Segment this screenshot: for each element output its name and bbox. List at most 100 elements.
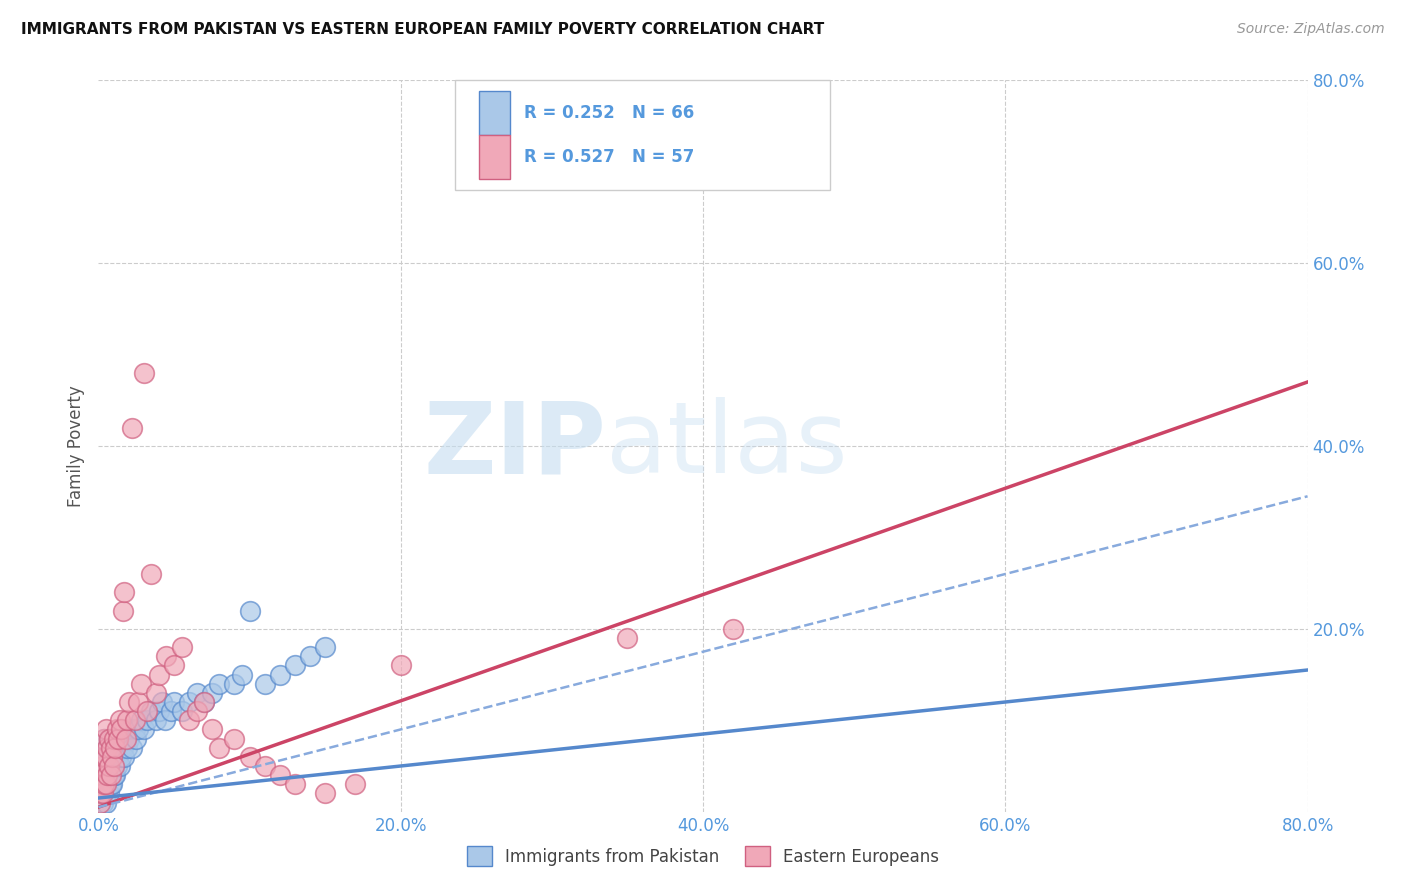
- Point: [253, 759, 276, 773]
- Point: [121, 421, 143, 435]
- Y-axis label: Family Poverty: Family Poverty: [66, 385, 84, 507]
- Text: Source: ZipAtlas.com: Source: ZipAtlas.com: [1237, 22, 1385, 37]
- Point: [314, 640, 336, 655]
- Point: [121, 740, 143, 755]
- Point: [344, 777, 367, 791]
- Point: [100, 731, 122, 746]
- Point: [100, 768, 122, 782]
- Point: [94, 749, 117, 764]
- Point: [389, 658, 412, 673]
- Point: [127, 723, 149, 737]
- Point: [91, 759, 114, 773]
- Point: [193, 695, 215, 709]
- Point: [314, 787, 336, 801]
- Point: [129, 714, 152, 728]
- Point: [224, 731, 246, 746]
- Point: [114, 731, 136, 746]
- Point: [110, 749, 132, 764]
- Point: [100, 777, 122, 791]
- Point: [163, 695, 186, 709]
- Point: [132, 723, 155, 737]
- Point: [104, 768, 127, 782]
- Point: [201, 723, 224, 737]
- Point: [239, 749, 262, 764]
- Point: [124, 714, 146, 728]
- Point: [145, 714, 167, 728]
- Point: [105, 759, 128, 773]
- Point: [108, 759, 131, 773]
- Point: [118, 695, 141, 709]
- Point: [91, 749, 114, 764]
- Point: [284, 777, 307, 791]
- Point: [107, 731, 129, 746]
- Point: [148, 704, 170, 718]
- Point: [186, 704, 208, 718]
- Point: [129, 676, 152, 690]
- Point: [98, 759, 121, 773]
- Point: [93, 749, 115, 764]
- Point: [98, 731, 121, 746]
- Text: R = 0.527   N = 57: R = 0.527 N = 57: [524, 148, 695, 166]
- Point: [239, 603, 262, 617]
- Point: [115, 740, 138, 755]
- Point: [153, 714, 176, 728]
- Point: [94, 759, 117, 773]
- Point: [89, 787, 111, 801]
- Point: [155, 649, 177, 664]
- Point: [111, 740, 134, 755]
- Point: [186, 686, 208, 700]
- Point: [170, 704, 193, 718]
- Point: [96, 740, 118, 755]
- Point: [125, 731, 148, 746]
- Legend: Immigrants from Pakistan, Eastern Europeans: Immigrants from Pakistan, Eastern Europe…: [460, 839, 946, 873]
- Point: [616, 631, 638, 645]
- Point: [105, 723, 128, 737]
- Point: [148, 667, 170, 681]
- Point: [127, 695, 149, 709]
- Point: [179, 714, 201, 728]
- Point: [132, 366, 155, 380]
- Point: [124, 723, 146, 737]
- Point: [179, 695, 201, 709]
- Point: [111, 603, 134, 617]
- Point: [91, 787, 114, 801]
- Point: [103, 740, 125, 755]
- Point: [93, 777, 115, 791]
- Point: [96, 768, 118, 782]
- Point: [93, 749, 115, 764]
- Point: [224, 676, 246, 690]
- Point: [110, 723, 132, 737]
- Point: [299, 649, 322, 664]
- Point: [96, 768, 118, 782]
- Point: [100, 759, 122, 773]
- Point: [208, 676, 231, 690]
- Text: atlas: atlas: [606, 398, 848, 494]
- Point: [90, 759, 112, 773]
- Point: [114, 731, 136, 746]
- Point: [94, 796, 117, 810]
- Point: [193, 695, 215, 709]
- Point: [723, 622, 745, 636]
- Point: [101, 749, 124, 764]
- Point: [163, 658, 186, 673]
- Point: [108, 714, 131, 728]
- Point: [89, 796, 111, 810]
- Point: [93, 787, 115, 801]
- Point: [141, 704, 163, 718]
- Point: [103, 759, 125, 773]
- Point: [101, 777, 124, 791]
- Text: IMMIGRANTS FROM PAKISTAN VS EASTERN EUROPEAN FAMILY POVERTY CORRELATION CHART: IMMIGRANTS FROM PAKISTAN VS EASTERN EURO…: [21, 22, 824, 37]
- Text: ZIP: ZIP: [423, 398, 606, 494]
- Bar: [479, 91, 509, 136]
- Point: [118, 731, 141, 746]
- Point: [90, 768, 112, 782]
- Point: [115, 714, 138, 728]
- Point: [94, 723, 117, 737]
- Point: [91, 777, 114, 791]
- Bar: [479, 135, 509, 179]
- Point: [103, 731, 125, 746]
- Point: [103, 768, 125, 782]
- Point: [93, 731, 115, 746]
- Point: [104, 740, 127, 755]
- Point: [91, 796, 114, 810]
